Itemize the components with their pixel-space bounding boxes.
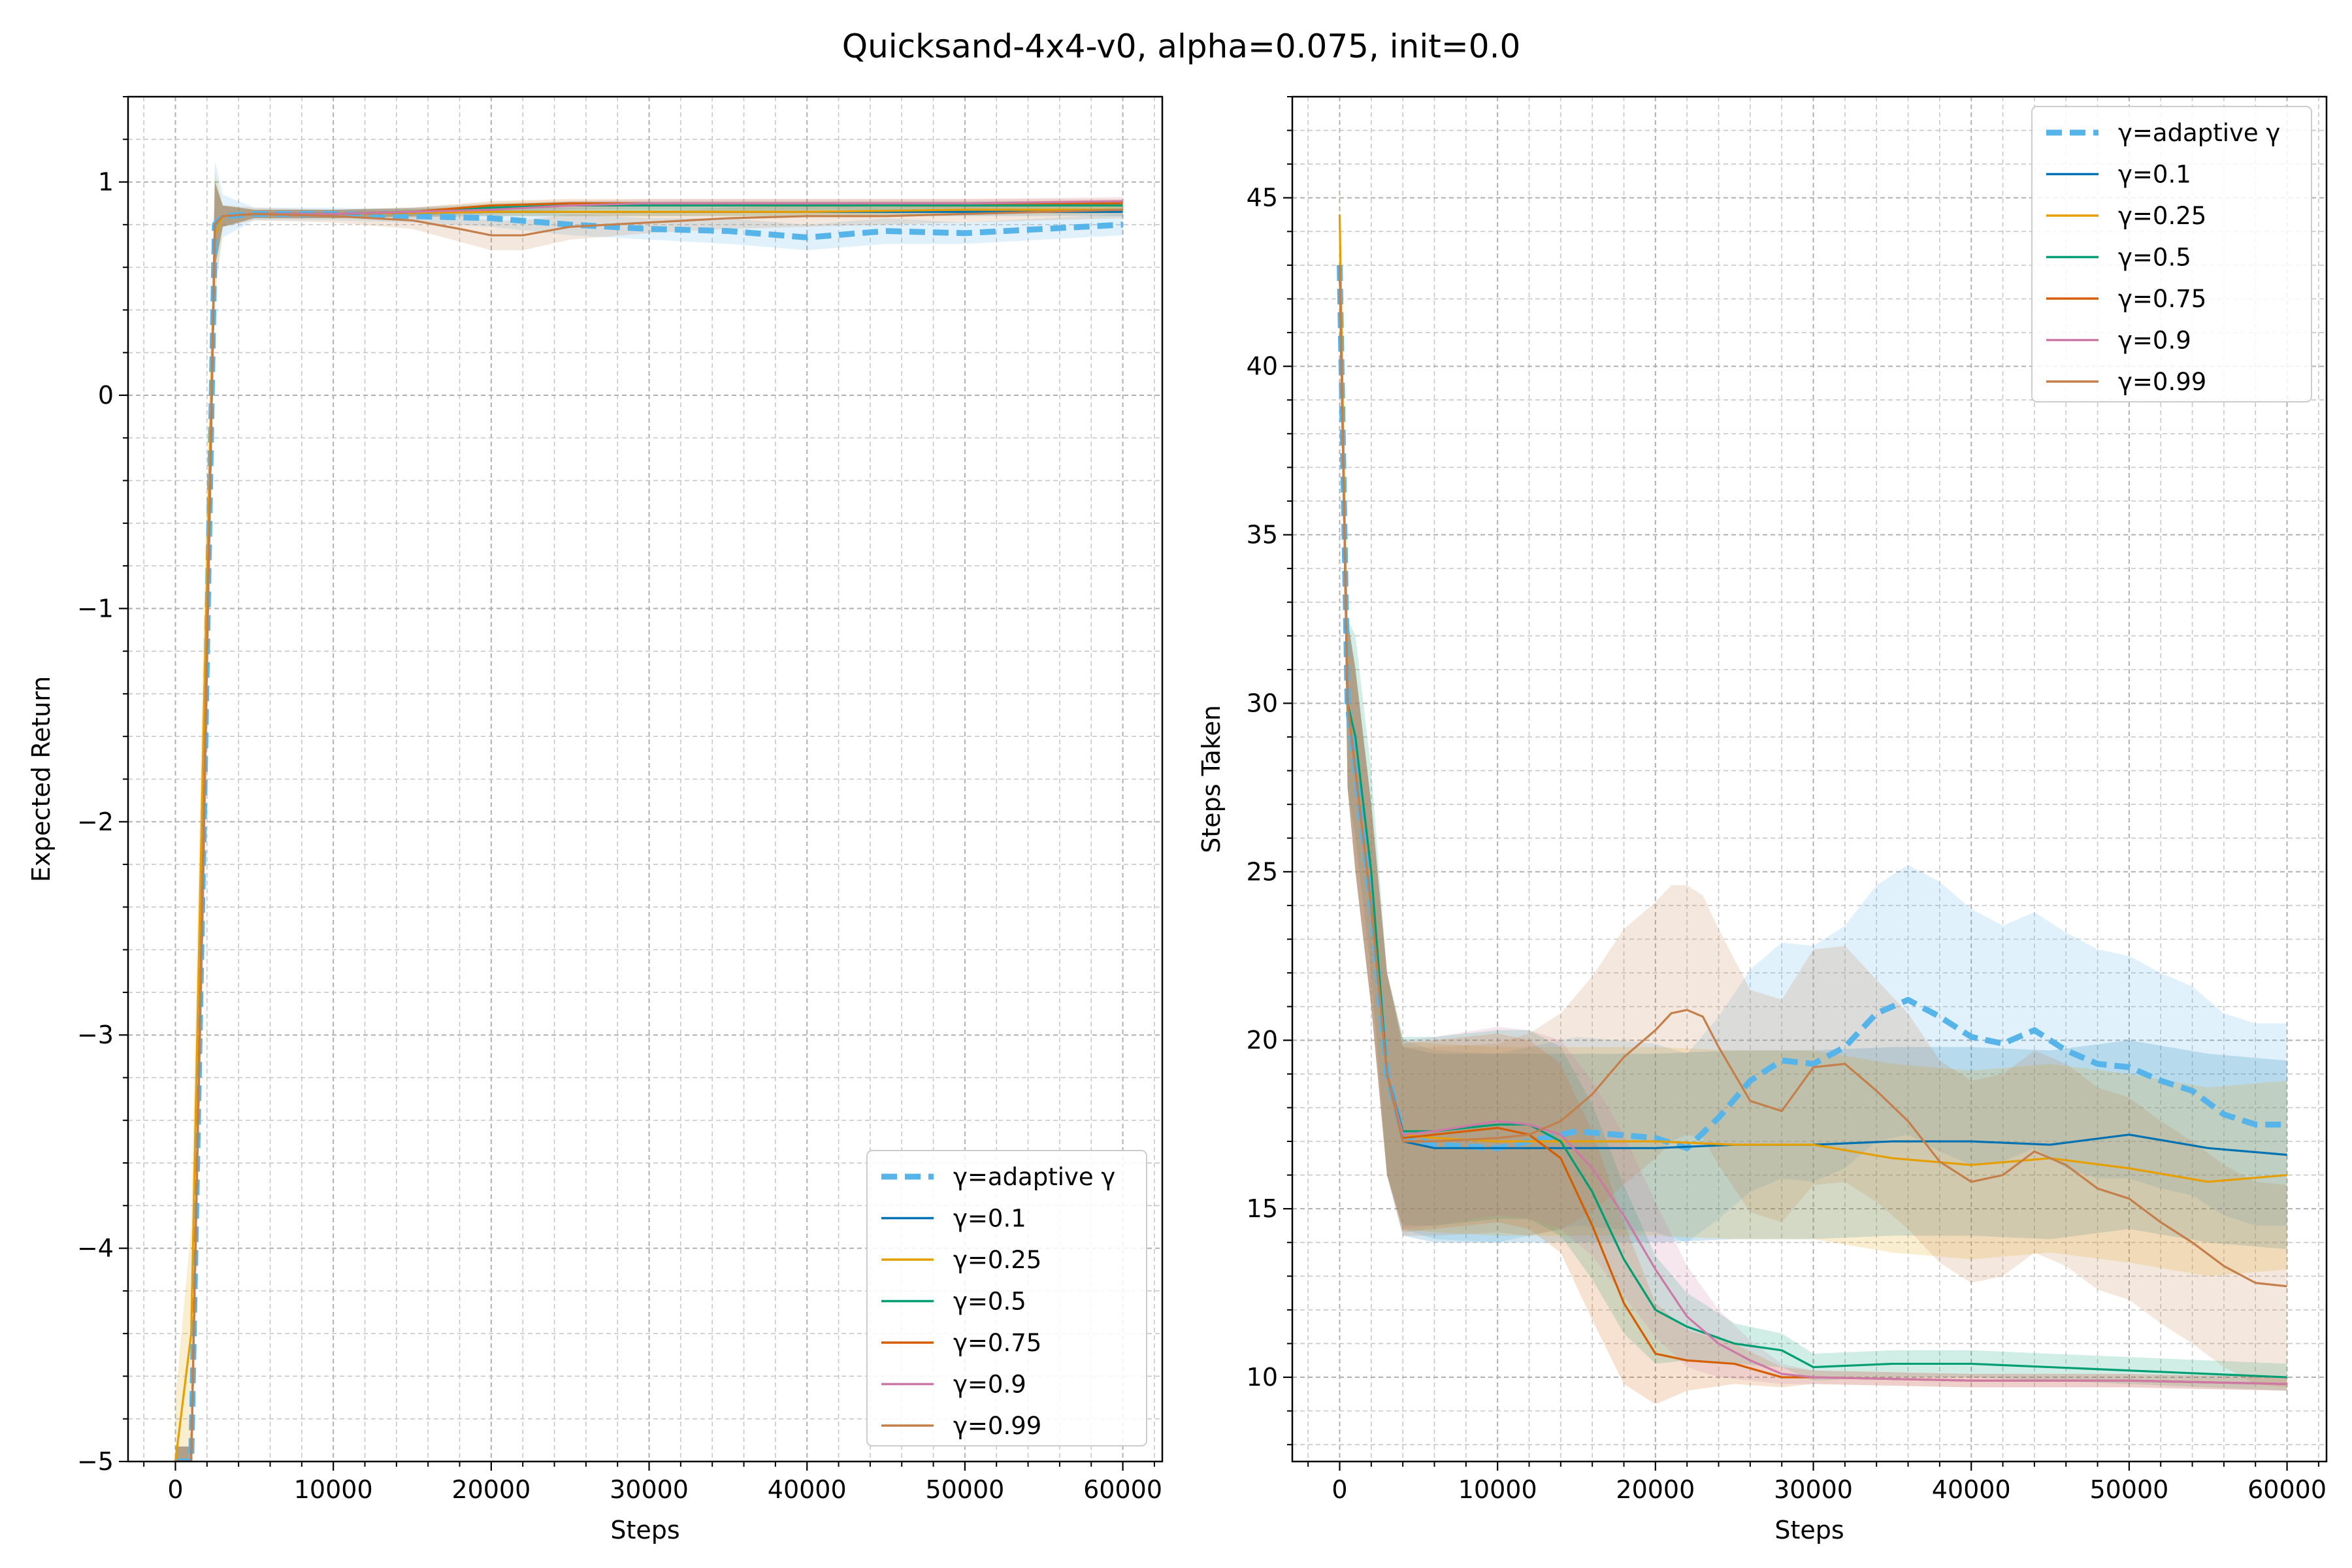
x-tick-label: 30000 xyxy=(1774,1475,1853,1504)
y-tick-label: −2 xyxy=(77,808,114,836)
legend-label-adaptive: γ=adaptive γ xyxy=(953,1163,1115,1191)
y-tick-label: 0 xyxy=(98,381,114,410)
series-line-g099 xyxy=(175,208,1123,1462)
plot-area xyxy=(1337,180,2287,1405)
x-axis-label: Steps xyxy=(1774,1516,1844,1544)
band-g09 xyxy=(1339,231,2287,1391)
legend: γ=adaptive γ γ=0.1 γ=0.25 γ=0.5 γ=0.75 γ=0.9 γ… xyxy=(866,1150,1147,1446)
series-line-adaptive xyxy=(175,211,1123,1462)
legend-label-g025: γ=0.25 xyxy=(2118,202,2206,230)
y-tick-label: −1 xyxy=(77,594,114,623)
legend-label-g01: γ=0.1 xyxy=(2118,161,2191,189)
x-tick-label: 50000 xyxy=(2089,1475,2168,1504)
band-g025 xyxy=(1339,180,2287,1277)
x-tick-label: 40000 xyxy=(768,1475,847,1504)
expected-return-panel: 0 10000 20000 30000 40000 50000 60000 −5 −4 −3 −2 −… xyxy=(27,95,1164,1544)
x-tick-label: 60000 xyxy=(1083,1475,1162,1504)
legend-label-g025: γ=0.25 xyxy=(953,1246,1041,1274)
band-adaptive xyxy=(1339,231,2287,1243)
y-tick-label: 30 xyxy=(1247,689,1278,717)
y-tick-label: 15 xyxy=(1247,1194,1278,1223)
series-line-adaptive xyxy=(1337,265,2287,1151)
figure-title: Quicksand-4x4-v0, alpha=0.075, init=0.0 xyxy=(842,27,1521,65)
legend-label-g05: γ=0.5 xyxy=(953,1288,1026,1316)
x-tick-label: 0 xyxy=(167,1475,183,1504)
x-axis-label: Steps xyxy=(610,1516,679,1544)
legend-label-g075: γ=0.75 xyxy=(953,1329,1041,1357)
y-tick-label: −4 xyxy=(77,1234,114,1263)
x-tick-label: 10000 xyxy=(1458,1475,1537,1504)
y-tick-label: −3 xyxy=(77,1021,114,1049)
series-line-g05 xyxy=(1338,265,2287,1379)
y-tick-label: 35 xyxy=(1247,521,1278,549)
x-tick-label: 50000 xyxy=(925,1475,1004,1504)
legend-label-g099: γ=0.99 xyxy=(953,1412,1041,1440)
legend-label-g01: γ=0.1 xyxy=(953,1205,1026,1233)
x-tick-label: 60000 xyxy=(2247,1475,2327,1504)
y-tick-label: −5 xyxy=(77,1447,114,1476)
legend-label-g09: γ=0.9 xyxy=(2118,327,2191,355)
legend-label-adaptive: γ=adaptive γ xyxy=(2118,119,2280,147)
x-tick-label: 20000 xyxy=(451,1475,531,1504)
y-axis-label: Expected Return xyxy=(27,676,56,882)
series-line-g099 xyxy=(1338,265,2287,1288)
x-tick-label: 30000 xyxy=(610,1475,689,1504)
band-g05 xyxy=(1339,231,2287,1391)
legend: γ=adaptive γ γ=0.1 γ=0.25 γ=0.5 γ=0.75 γ=0.9 γ… xyxy=(2031,106,2312,402)
axes-frame xyxy=(1291,95,2328,1463)
y-tick-label: 25 xyxy=(1247,857,1278,886)
y-tick-label: 10 xyxy=(1247,1363,1278,1392)
band-g099 xyxy=(1339,231,2287,1388)
y-tick-label: 20 xyxy=(1247,1026,1278,1054)
legend-box xyxy=(866,1150,1147,1446)
y-tick-label: 45 xyxy=(1247,184,1278,212)
plot-area xyxy=(174,160,1123,1462)
legend-label-g075: γ=0.75 xyxy=(2118,285,2206,313)
y-tick-label: 1 xyxy=(98,168,114,197)
y-tick-label: 40 xyxy=(1247,352,1278,381)
steps-taken-panel: 0 10000 20000 30000 40000 50000 60000 10 15 20 25 3… xyxy=(1197,95,2328,1544)
legend-box xyxy=(2031,106,2312,402)
x-tick-label: 20000 xyxy=(1616,1475,1695,1504)
x-tick-label: 40000 xyxy=(1932,1475,2011,1504)
band-g075 xyxy=(1339,231,2287,1405)
legend-label-g05: γ=0.5 xyxy=(2118,244,2191,272)
legend-label-g09: γ=0.9 xyxy=(953,1371,1026,1399)
x-tick-label: 10000 xyxy=(294,1475,373,1504)
x-tick-label: 0 xyxy=(1331,1475,1347,1504)
y-axis-label: Steps Taken xyxy=(1197,705,1226,853)
legend-label-g099: γ=0.99 xyxy=(2118,368,2206,396)
